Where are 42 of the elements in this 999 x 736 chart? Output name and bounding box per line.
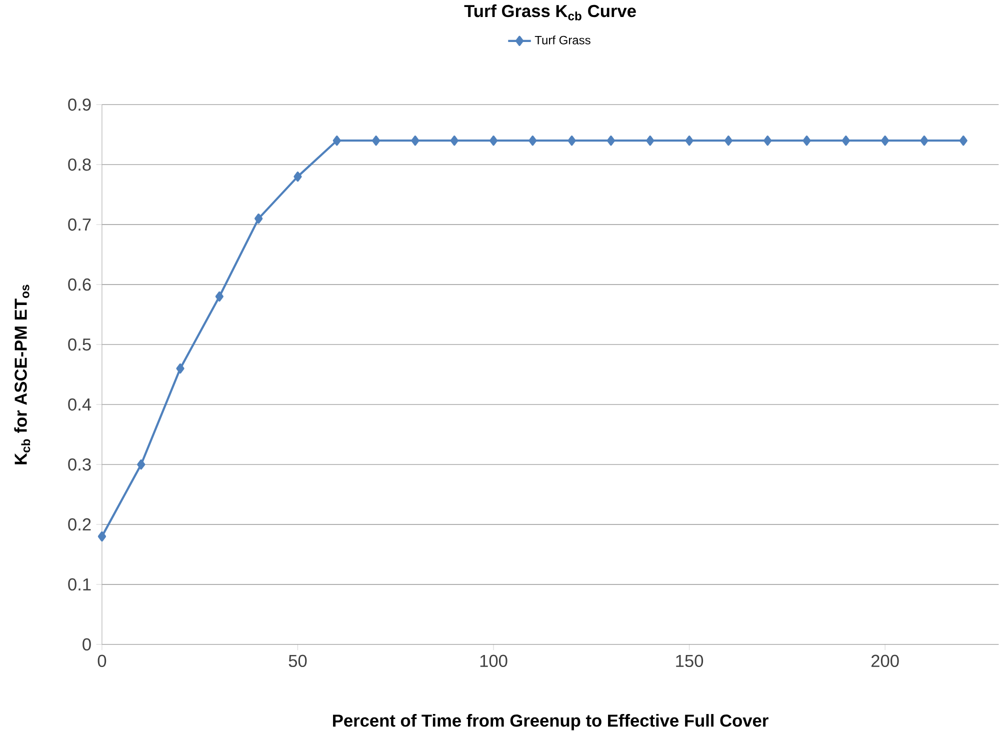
- point: [724, 135, 733, 146]
- point: [411, 135, 420, 146]
- legend-label: Turf Grass: [534, 35, 590, 44]
- point: [98, 531, 106, 542]
- y-tick-label: 0.6: [68, 278, 91, 290]
- point: [254, 213, 263, 224]
- x-tick-label: 100: [480, 654, 508, 667]
- chart-title: Turf Grass K$_{cb}$ Curve: [464, 4, 636, 20]
- point: [568, 135, 576, 146]
- point: [842, 135, 850, 146]
- x-axis-title: Percent of Time from Greenup to Effective Full Cover: [333, 714, 768, 730]
- y-tick-label: 0.4: [68, 398, 92, 410]
- y-tick-label: 0.9: [68, 98, 91, 111]
- y-axis-title: K$_{cb}$ for ASCE-PM ET$_{os}$: [14, 284, 30, 464]
- point: [920, 135, 928, 146]
- point: [528, 135, 537, 146]
- point: [450, 135, 458, 146]
- point: [215, 291, 224, 302]
- y-tick-label: 0.3: [68, 458, 91, 470]
- point: [959, 135, 968, 146]
- point: [372, 135, 380, 146]
- point: [606, 135, 616, 146]
- y-tick-label: 0.8: [68, 158, 91, 171]
- y-tick-label: 0.1: [68, 578, 91, 590]
- y-tick-label: 0.5: [68, 338, 91, 350]
- y-tick-label: 0.2: [68, 518, 91, 530]
- x-tick-label: 50: [288, 654, 307, 667]
- point: [489, 135, 498, 146]
- point: [137, 459, 146, 470]
- y-tick-label: 0: [82, 638, 91, 650]
- point: [685, 135, 694, 146]
- x-tick-label: 200: [871, 654, 899, 667]
- point: [764, 135, 772, 146]
- point: [332, 135, 341, 146]
- x-tick-label: 0: [98, 654, 106, 667]
- point: [646, 135, 654, 146]
- point: [880, 135, 890, 146]
- point: [294, 171, 302, 182]
- point: [176, 363, 184, 374]
- point: [802, 135, 811, 146]
- y-tick-label: 0.7: [68, 218, 91, 231]
- x-tick-label: 150: [676, 654, 704, 667]
